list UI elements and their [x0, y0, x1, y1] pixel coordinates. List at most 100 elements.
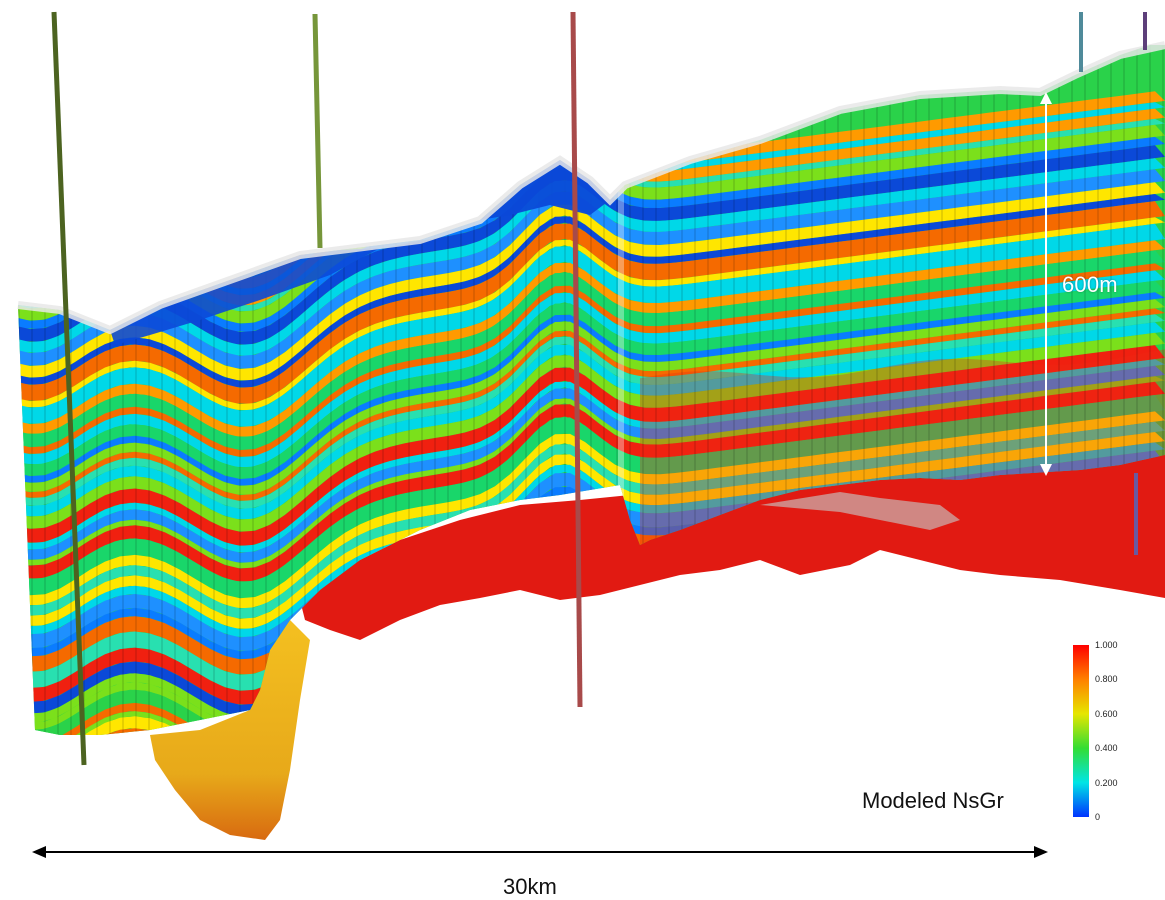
grid-rib — [720, 45, 722, 735]
grid-rib — [1019, 45, 1021, 735]
layer-band — [18, 432, 1165, 629]
grid-rib — [915, 45, 917, 735]
grid-rib — [109, 45, 111, 735]
grid-rib — [590, 45, 592, 735]
grid-rib — [902, 45, 904, 735]
layer-band — [18, 292, 1165, 486]
layer-band — [18, 359, 1165, 553]
grid-rib — [876, 45, 878, 735]
grid-rib — [798, 45, 800, 735]
layer-band — [18, 201, 1165, 404]
grid-rib — [1032, 45, 1034, 735]
layer-band — [18, 308, 1165, 501]
grid-rib — [811, 45, 813, 735]
colorbar — [1073, 645, 1089, 817]
grid-rib — [616, 45, 618, 735]
grid-rib — [447, 45, 449, 735]
grid-rib — [954, 45, 956, 735]
length-scale-arrow — [32, 846, 1048, 858]
grid-rib — [681, 45, 683, 735]
grid-rib — [941, 45, 943, 735]
grid-rib — [304, 45, 306, 735]
layer-band — [18, 217, 1165, 411]
layer-band — [18, 299, 1165, 495]
grid-rib — [83, 45, 85, 735]
grid-rib — [980, 45, 982, 735]
grid-rib — [96, 45, 98, 735]
grid-rib — [343, 45, 345, 735]
colorbar-tick-6: 0 — [1095, 812, 1101, 822]
layer-band — [18, 108, 1165, 306]
colorbar-tick-4: 0.400 — [1095, 743, 1118, 753]
colorbar-title: Modeled NsGr — [862, 788, 1004, 813]
grid-rib — [330, 45, 332, 735]
grid-rib — [265, 45, 267, 735]
grid-rib — [863, 45, 865, 735]
grid-rib — [928, 45, 930, 735]
grid-rib — [1123, 45, 1125, 735]
grid-rib — [785, 45, 787, 735]
colorbar-tick-1: 1.000 — [1095, 640, 1118, 650]
grid-rib — [148, 45, 150, 735]
layer-band — [18, 250, 1165, 450]
layer-band — [18, 280, 1165, 479]
grid-rib — [668, 45, 670, 735]
layer-band — [18, 376, 1165, 569]
layer-band — [18, 381, 1165, 582]
colorbar-tick-2: 0.800 — [1095, 674, 1118, 684]
grid-rib — [239, 45, 241, 735]
layer-band — [18, 365, 1165, 563]
layer-band — [18, 102, 1165, 296]
grid-rib — [291, 45, 293, 735]
grid-rib — [642, 45, 644, 735]
grid-rib — [837, 45, 839, 735]
grid-rib — [161, 45, 163, 735]
grid-rib — [525, 45, 527, 735]
grid-rib — [1084, 45, 1086, 735]
layer-band — [18, 395, 1165, 598]
grid-rib — [1149, 45, 1151, 735]
grid-rib — [473, 45, 475, 735]
layer-band — [18, 240, 1165, 437]
grid-rib — [824, 45, 826, 735]
layer-band — [18, 194, 1165, 388]
grid-rib — [1162, 45, 1164, 735]
colorbar-tick-3: 0.600 — [1095, 709, 1118, 719]
grid-rib — [252, 45, 254, 735]
fault-seam — [618, 45, 624, 735]
grid-rib — [707, 45, 709, 735]
grid-rib — [278, 45, 280, 735]
grid-rib — [993, 45, 995, 735]
grid-rib — [759, 45, 761, 735]
layer-band — [18, 332, 1165, 532]
layer-band — [18, 421, 1165, 619]
layer-band — [18, 223, 1165, 427]
grid-rib — [135, 45, 137, 735]
grid-rib — [694, 45, 696, 735]
layer-band — [18, 314, 1165, 509]
grid-rib — [486, 45, 488, 735]
layer-band — [18, 263, 1165, 457]
grid-rib — [213, 45, 215, 735]
length-label: 30km — [503, 874, 557, 899]
grid-rib — [369, 45, 371, 735]
grid-rib — [1071, 45, 1073, 735]
layer-band — [18, 136, 1165, 332]
grid-rib — [538, 45, 540, 735]
grid-rib — [889, 45, 891, 735]
grid-rib — [356, 45, 358, 735]
layer-band — [18, 442, 1165, 638]
grid-rib — [772, 45, 774, 735]
grid-rib — [57, 45, 59, 735]
layer-band — [18, 345, 1165, 546]
grid-rib — [122, 45, 124, 735]
grid-rib — [1136, 45, 1138, 735]
fan-lobe — [150, 620, 310, 840]
layer-band — [18, 118, 1165, 312]
grid-rib — [1110, 45, 1112, 735]
grid-rib — [317, 45, 319, 735]
grid-rib — [226, 45, 228, 735]
grid-rib — [850, 45, 852, 735]
grid-rib — [408, 45, 410, 735]
